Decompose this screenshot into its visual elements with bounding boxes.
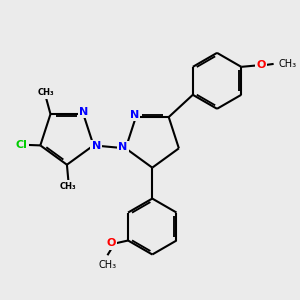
Text: N: N xyxy=(79,107,88,117)
Text: O: O xyxy=(256,60,266,70)
Text: N: N xyxy=(130,110,139,120)
Text: CH₃: CH₃ xyxy=(278,59,296,69)
Text: CH₃: CH₃ xyxy=(60,182,77,191)
Text: CH₃: CH₃ xyxy=(38,88,54,97)
Text: O: O xyxy=(106,238,116,248)
Text: N: N xyxy=(118,142,128,152)
Text: CH₃: CH₃ xyxy=(98,260,116,270)
Text: N: N xyxy=(92,141,101,151)
Text: Cl: Cl xyxy=(16,140,28,150)
